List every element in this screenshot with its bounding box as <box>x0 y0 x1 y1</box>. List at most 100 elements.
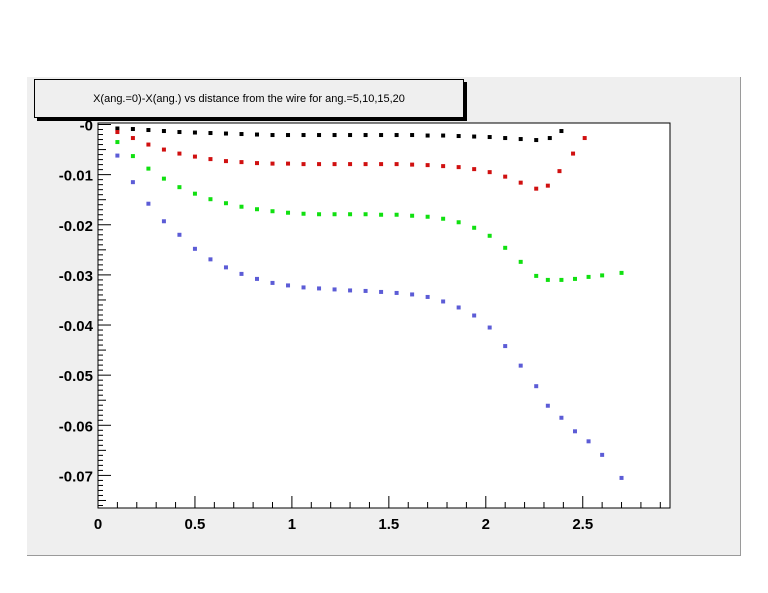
data-point <box>317 162 322 167</box>
data-point <box>586 274 591 279</box>
data-point <box>239 160 244 165</box>
data-point <box>146 201 151 206</box>
data-points <box>115 126 624 480</box>
data-point <box>332 287 337 292</box>
data-point <box>270 209 275 214</box>
data-point <box>177 185 182 190</box>
data-point <box>518 363 523 368</box>
data-point <box>177 130 182 135</box>
data-point <box>208 131 213 136</box>
data-point <box>239 132 244 137</box>
y-tick-label: -0.02 <box>59 218 93 235</box>
data-point <box>472 225 477 230</box>
data-point <box>223 131 228 136</box>
data-point <box>557 169 562 174</box>
x-tick-label: 1.5 <box>378 516 399 533</box>
data-point <box>534 138 539 143</box>
data-point <box>161 219 166 224</box>
data-point <box>270 161 275 166</box>
data-point <box>619 270 624 275</box>
data-point <box>363 212 368 217</box>
data-point <box>192 191 197 196</box>
data-point <box>518 259 523 264</box>
x-tick-label: 2.5 <box>572 516 593 533</box>
data-point <box>161 129 166 134</box>
data-point <box>410 133 415 138</box>
data-point <box>332 162 337 167</box>
data-point <box>286 133 291 138</box>
series-0 <box>115 126 564 143</box>
data-point <box>503 136 508 141</box>
data-point <box>348 162 353 167</box>
data-point <box>348 212 353 217</box>
data-point <box>223 201 228 206</box>
data-point <box>518 180 523 185</box>
data-point <box>425 294 430 299</box>
data-point <box>130 154 135 159</box>
data-point <box>394 212 399 217</box>
data-point <box>301 285 306 290</box>
y-tick-label: -0.07 <box>59 468 93 485</box>
data-point <box>394 133 399 138</box>
plot-area <box>97 122 671 509</box>
data-point <box>582 136 587 141</box>
data-point <box>146 128 151 133</box>
data-point <box>317 133 322 138</box>
data-point <box>348 288 353 293</box>
data-point <box>394 162 399 167</box>
data-point <box>254 207 259 212</box>
data-point <box>332 133 337 138</box>
series-1 <box>115 130 587 191</box>
y-tick-label: -0 <box>80 118 93 135</box>
data-point <box>208 157 213 162</box>
data-point <box>363 133 368 138</box>
y-tick-label: -0.04 <box>59 318 94 335</box>
data-point <box>572 429 577 434</box>
data-point <box>425 214 430 219</box>
data-point <box>534 384 539 389</box>
data-point <box>559 129 564 134</box>
chart-title: X(ang.=0)-X(ang.) vs distance from the w… <box>34 79 464 118</box>
data-point <box>301 162 306 167</box>
data-point <box>487 325 492 330</box>
data-point <box>130 136 135 141</box>
data-point <box>317 212 322 217</box>
data-point <box>301 133 306 138</box>
data-point <box>130 180 135 185</box>
data-point <box>146 166 151 171</box>
data-point <box>441 299 446 304</box>
data-point <box>410 162 415 167</box>
x-tick-label: 2 <box>482 516 490 533</box>
data-point <box>239 271 244 276</box>
data-point <box>559 415 564 420</box>
y-tick-label: -0.06 <box>59 418 93 435</box>
data-point <box>572 276 577 281</box>
data-point <box>425 133 430 138</box>
axes: 0 0.5 1 1.5 2 2.5 -0 -0.01 -0.02 -0.03 -0.04 -0.05 -… <box>59 118 661 533</box>
data-point <box>239 204 244 209</box>
data-point <box>425 163 430 168</box>
data-point <box>223 159 228 164</box>
data-point <box>394 290 399 295</box>
data-point <box>286 161 291 166</box>
data-point <box>559 277 564 282</box>
data-point <box>115 126 120 131</box>
data-point <box>456 305 461 310</box>
data-point <box>534 186 539 191</box>
x-tick-label: 1 <box>288 516 296 533</box>
data-point <box>379 133 384 138</box>
data-point <box>503 174 508 179</box>
data-point <box>130 127 135 132</box>
y-tick-label: -0.05 <box>59 368 93 385</box>
data-point <box>586 439 591 444</box>
data-point <box>545 277 550 282</box>
data-point <box>518 137 523 142</box>
data-point <box>472 134 477 139</box>
data-point <box>456 165 461 170</box>
data-point <box>363 162 368 167</box>
data-point <box>208 257 213 262</box>
data-point <box>286 210 291 215</box>
data-point <box>441 164 446 169</box>
data-point <box>254 161 259 166</box>
data-point <box>410 213 415 218</box>
